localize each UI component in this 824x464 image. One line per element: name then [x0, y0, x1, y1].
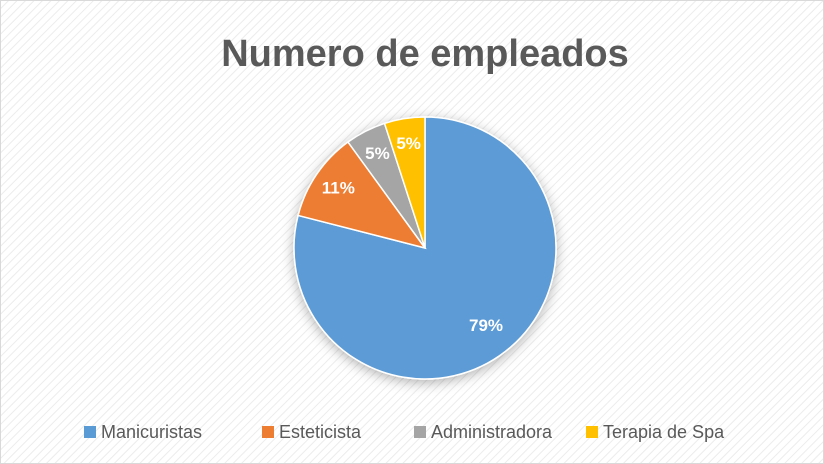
legend-label: Administradora: [431, 422, 553, 442]
pie-slice: [297, 140, 427, 250]
pie: [293, 116, 557, 380]
legend-label: Esteticista: [279, 422, 362, 442]
pie-slice: [383, 116, 426, 249]
data-label: 79%: [469, 316, 503, 335]
data-label: 5%: [396, 134, 421, 153]
chart-title: Numero de empleados: [221, 33, 629, 75]
legend-label: Manicuristas: [101, 422, 202, 442]
legend-label: Terapia de Spa: [603, 422, 725, 442]
data-label: 5%: [365, 144, 390, 163]
legend-swatch: [262, 426, 274, 438]
legend-swatch: [84, 426, 96, 438]
data-label: 11%: [322, 179, 355, 198]
legend-swatch: [586, 426, 598, 438]
legend-swatch: [414, 426, 426, 438]
